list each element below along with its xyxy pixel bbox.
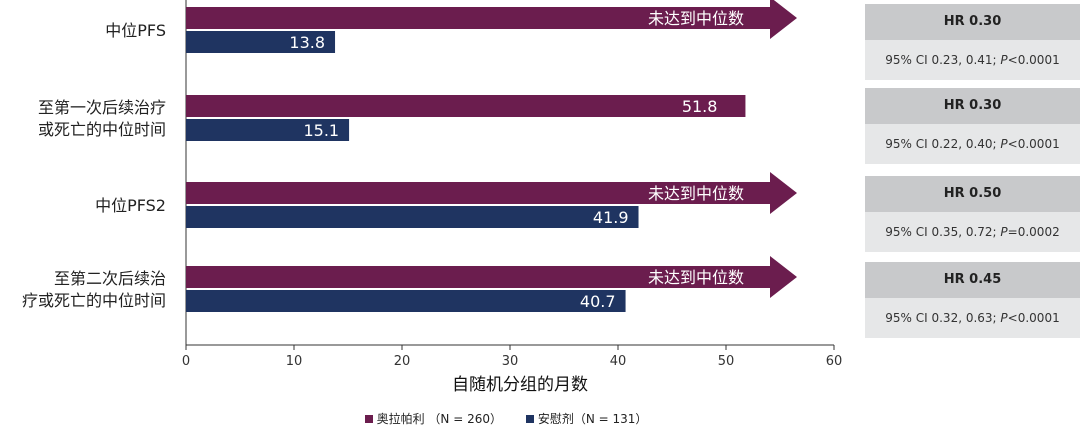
x-tick-label: 60 (826, 354, 843, 369)
category-label: 中位PFS (105, 21, 166, 40)
ci-text: 95% CI 0.23, 0.41; (885, 53, 1001, 67)
bar-olaparib-arrow (186, 256, 797, 298)
bar-olaparib-arrow (186, 172, 797, 214)
bar-olaparib (186, 95, 746, 117)
bar-label: 未达到中位数 (648, 184, 744, 203)
legend: 奥拉帕利 （N = 260） 安慰剂（N = 131） (0, 410, 1012, 427)
legend-item-olaparib: 奥拉帕利 （N = 260） (364, 410, 502, 427)
bar-label: 41.9 (593, 208, 629, 227)
hazard-ratio-box: HR 0.30 95% CI 0.23, 0.41; P<0.0001 (865, 4, 1080, 80)
bar-label: 15.1 (303, 121, 339, 140)
p-value: <0.0001 (1007, 311, 1060, 325)
bar-label: 51.8 (682, 97, 718, 116)
p-symbol: P (1000, 53, 1008, 67)
legend-swatch (364, 414, 373, 423)
hazard-ratio-box: HR 0.45 95% CI 0.32, 0.63; P<0.0001 (865, 262, 1080, 338)
hazard-ratio-value: HR 0.45 (865, 262, 1080, 298)
bar-olaparib-arrow (186, 0, 797, 39)
x-tick-label: 30 (502, 354, 519, 369)
bar-placebo (186, 119, 350, 141)
category-label: 中位PFS2 (95, 196, 166, 215)
x-axis-title: 自随机分组的月数 (452, 375, 588, 395)
bar-placebo (186, 31, 336, 53)
bar-placebo (186, 290, 626, 312)
legend-label: 安慰剂（N = 131） (537, 412, 648, 426)
hazard-ratio-box: HR 0.50 95% CI 0.35, 0.72; P=0.0002 (865, 176, 1080, 252)
p-symbol: P (1000, 311, 1008, 325)
p-symbol: P (1000, 137, 1008, 151)
hazard-ratio-value: HR 0.50 (865, 176, 1080, 212)
p-value: <0.0001 (1007, 137, 1060, 151)
bar-label: 13.8 (289, 33, 325, 52)
bar-chart: 0 10 20 30 40 50 60 自随机分组的月数 中位PFS 未达到中位数 13.8 至第一次… (22, 0, 843, 395)
ci-text: 95% CI 0.22, 0.40; (885, 137, 1001, 151)
bar-label: 未达到中位数 (648, 268, 744, 287)
x-tick-label: 40 (610, 354, 627, 369)
category-label: 至第一次后续治疗 (38, 98, 166, 117)
p-value: <0.0001 (1007, 53, 1060, 67)
legend-label: 奥拉帕利 （N = 260） (376, 412, 502, 426)
p-symbol: P (1000, 225, 1008, 239)
confidence-interval: 95% CI 0.35, 0.72; P=0.0002 (865, 212, 1080, 252)
bar-placebo (186, 206, 639, 228)
confidence-interval: 95% CI 0.23, 0.41; P<0.0001 (865, 40, 1080, 80)
category-label: 至第二次后续治 (54, 269, 166, 288)
ci-text: 95% CI 0.35, 0.72; (885, 225, 1001, 239)
bar-label: 未达到中位数 (648, 9, 744, 28)
legend-swatch (525, 414, 534, 423)
confidence-interval: 95% CI 0.32, 0.63; P<0.0001 (865, 298, 1080, 338)
confidence-interval: 95% CI 0.22, 0.40; P<0.0001 (865, 124, 1080, 164)
hazard-ratio-value: HR 0.30 (865, 4, 1080, 40)
category-label: 或死亡的中位时间 (38, 120, 166, 139)
legend-item-placebo: 安慰剂（N = 131） (525, 410, 648, 427)
x-tick-label: 0 (182, 354, 190, 369)
x-tick-label: 10 (286, 354, 303, 369)
hazard-ratio-box: HR 0.30 95% CI 0.22, 0.40; P<0.0001 (865, 88, 1080, 164)
bar-label: 40.7 (580, 292, 616, 311)
x-tick-label: 20 (394, 354, 411, 369)
x-tick-label: 50 (718, 354, 735, 369)
hazard-ratio-value: HR 0.30 (865, 88, 1080, 124)
ci-text: 95% CI 0.32, 0.63; (885, 311, 1001, 325)
category-label: 疗或死亡的中位时间 (22, 291, 166, 310)
p-value: =0.0002 (1007, 225, 1060, 239)
